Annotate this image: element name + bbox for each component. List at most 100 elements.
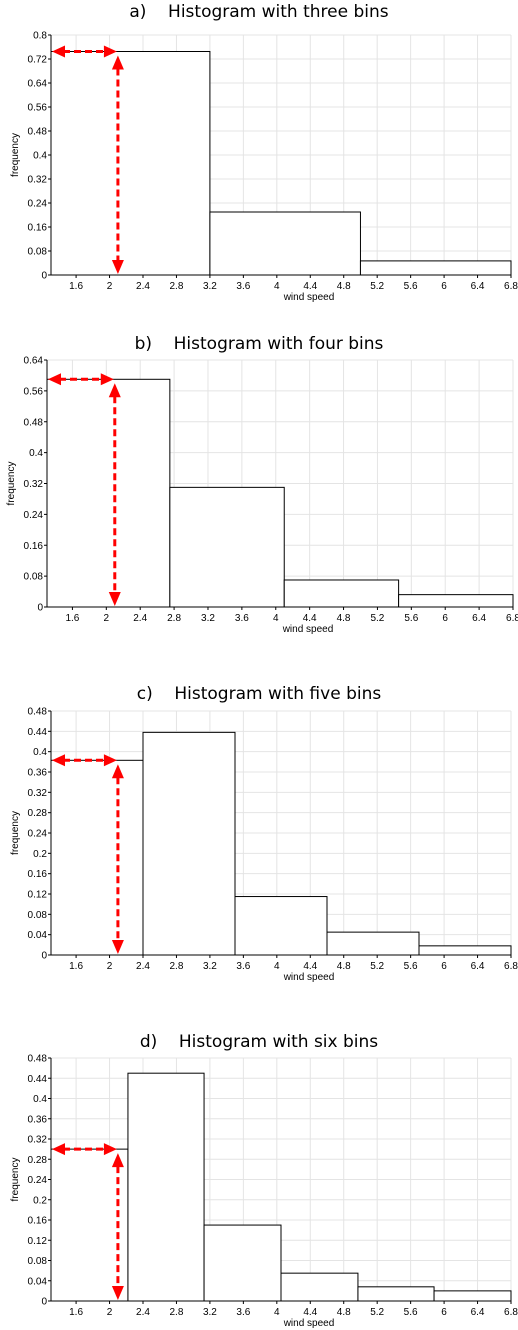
y-tick-label: 0.08 xyxy=(24,572,44,583)
x-tick-label: 4.4 xyxy=(303,1307,317,1318)
x-tick-label: 1.6 xyxy=(69,961,83,972)
reading-arrows xyxy=(48,373,121,606)
y-tick-label: 0.24 xyxy=(28,199,48,210)
x-tick-label: 6 xyxy=(441,281,447,292)
y-tick-label: 0.16 xyxy=(28,869,48,880)
y-tick-label: 0.44 xyxy=(28,727,48,738)
y-tick-label: 0.4 xyxy=(33,747,47,758)
x-tick-label: 6.8 xyxy=(504,961,518,972)
x-tick-label: 3.6 xyxy=(236,1307,250,1318)
y-axis-label: frequency xyxy=(10,811,21,855)
x-tick-label: 4.8 xyxy=(337,1307,351,1318)
chart-title: d) Histogram with six bins xyxy=(0,1032,518,1052)
y-tick-label: 0.2 xyxy=(33,1195,47,1206)
x-tick-label: 6.4 xyxy=(471,281,485,292)
x-tick-label: 2.4 xyxy=(136,961,150,972)
panel-label: a) xyxy=(129,2,147,22)
x-tick-label: 2.8 xyxy=(170,1307,184,1318)
arrowhead-up xyxy=(111,1153,124,1168)
panel-label: d) xyxy=(139,1032,158,1052)
y-tick-label: 0.64 xyxy=(28,79,48,90)
x-tick-label: 5.2 xyxy=(370,1307,384,1318)
y-tick-label: 0.08 xyxy=(28,247,48,258)
bars xyxy=(50,1072,512,1302)
y-tick-label: 0.44 xyxy=(28,1074,48,1085)
arrowhead-down xyxy=(111,940,124,954)
arrowhead-right xyxy=(103,754,117,767)
x-tick-label: 4.8 xyxy=(337,613,351,624)
x-tick-label: 3.2 xyxy=(203,1307,217,1318)
x-tick-label: 2.4 xyxy=(133,613,147,624)
x-axis-label: wind speed xyxy=(283,972,335,983)
arrowhead-right xyxy=(103,45,117,58)
histogram-bar xyxy=(46,378,171,608)
y-tick-label: 0.4 xyxy=(29,448,43,459)
arrowhead-down xyxy=(108,592,121,606)
bars xyxy=(46,378,514,608)
x-tick-label: 4.4 xyxy=(303,281,317,292)
x-tick-label: 6.8 xyxy=(506,613,518,624)
y-tick-label: 0.04 xyxy=(28,930,48,941)
y-tick-label: 0.4 xyxy=(33,1094,47,1105)
x-tick-label: 4 xyxy=(273,613,279,624)
y-tick-label: 0.32 xyxy=(24,479,44,490)
x-tick-label: 6.8 xyxy=(504,281,518,292)
y-tick-label: 0.56 xyxy=(28,103,48,114)
x-tick-label: 6 xyxy=(441,1307,447,1318)
histogram-bar xyxy=(127,1072,205,1302)
x-tick-label: 3.6 xyxy=(236,961,250,972)
y-tick-label: 0.24 xyxy=(24,510,44,521)
x-tick-label: 4 xyxy=(274,1307,280,1318)
panel-label: b) xyxy=(134,334,153,354)
y-tick-label: 0.28 xyxy=(28,808,48,819)
x-tick-label: 4.8 xyxy=(337,281,351,292)
x-tick-label: 3.6 xyxy=(236,281,250,292)
arrowhead-down xyxy=(111,1286,124,1300)
x-tick-label: 5.6 xyxy=(404,281,418,292)
histogram-bar xyxy=(234,896,328,956)
y-tick-label: 0.08 xyxy=(28,910,48,921)
y-tick-label: 0 xyxy=(41,271,47,282)
x-tick-label: 2 xyxy=(104,613,110,624)
arrowhead-left xyxy=(52,1143,65,1156)
histogram-bar xyxy=(283,579,400,608)
arrowhead-up xyxy=(108,383,121,398)
y-axis-label: frequency xyxy=(6,462,17,506)
y-tick-label: 0.24 xyxy=(28,829,48,840)
x-tick-label: 5.6 xyxy=(404,961,418,972)
histogram-bar xyxy=(142,731,236,956)
y-tick-label: 0.36 xyxy=(28,768,48,779)
y-tick-label: 0.08 xyxy=(28,1256,48,1267)
histogram-bar xyxy=(433,1290,512,1302)
x-tick-label: 4 xyxy=(274,281,280,292)
x-tick-label: 2.4 xyxy=(136,281,150,292)
y-tick-label: 0.36 xyxy=(28,1114,48,1125)
x-tick-label: 3.2 xyxy=(201,613,215,624)
chart-title: a) Histogram with three bins xyxy=(0,2,518,22)
x-axis-label: wind speed xyxy=(282,624,334,635)
x-tick-label: 5.6 xyxy=(404,613,418,624)
arrowhead-up xyxy=(111,764,124,779)
y-tick-label: 0 xyxy=(41,951,47,962)
histogram-bar xyxy=(169,486,285,608)
x-tick-label: 1.6 xyxy=(69,281,83,292)
y-tick-label: 0.56 xyxy=(24,386,44,397)
y-tick-label: 0.12 xyxy=(28,890,48,901)
x-tick-label: 3.2 xyxy=(203,961,217,972)
histogram-bar xyxy=(50,759,144,956)
y-axis-label: frequency xyxy=(10,133,21,177)
x-tick-label: 2.8 xyxy=(167,613,181,624)
x-tick-label: 5.6 xyxy=(404,1307,418,1318)
y-tick-label: 0.48 xyxy=(28,1054,48,1065)
x-tick-label: 5.2 xyxy=(370,281,384,292)
arrowhead-left xyxy=(52,45,65,58)
y-tick-label: 0.24 xyxy=(28,1175,48,1186)
arrowhead-left xyxy=(48,373,61,386)
arrowhead-right xyxy=(100,373,114,386)
chart-title-text: Histogram with six bins xyxy=(178,1032,379,1052)
